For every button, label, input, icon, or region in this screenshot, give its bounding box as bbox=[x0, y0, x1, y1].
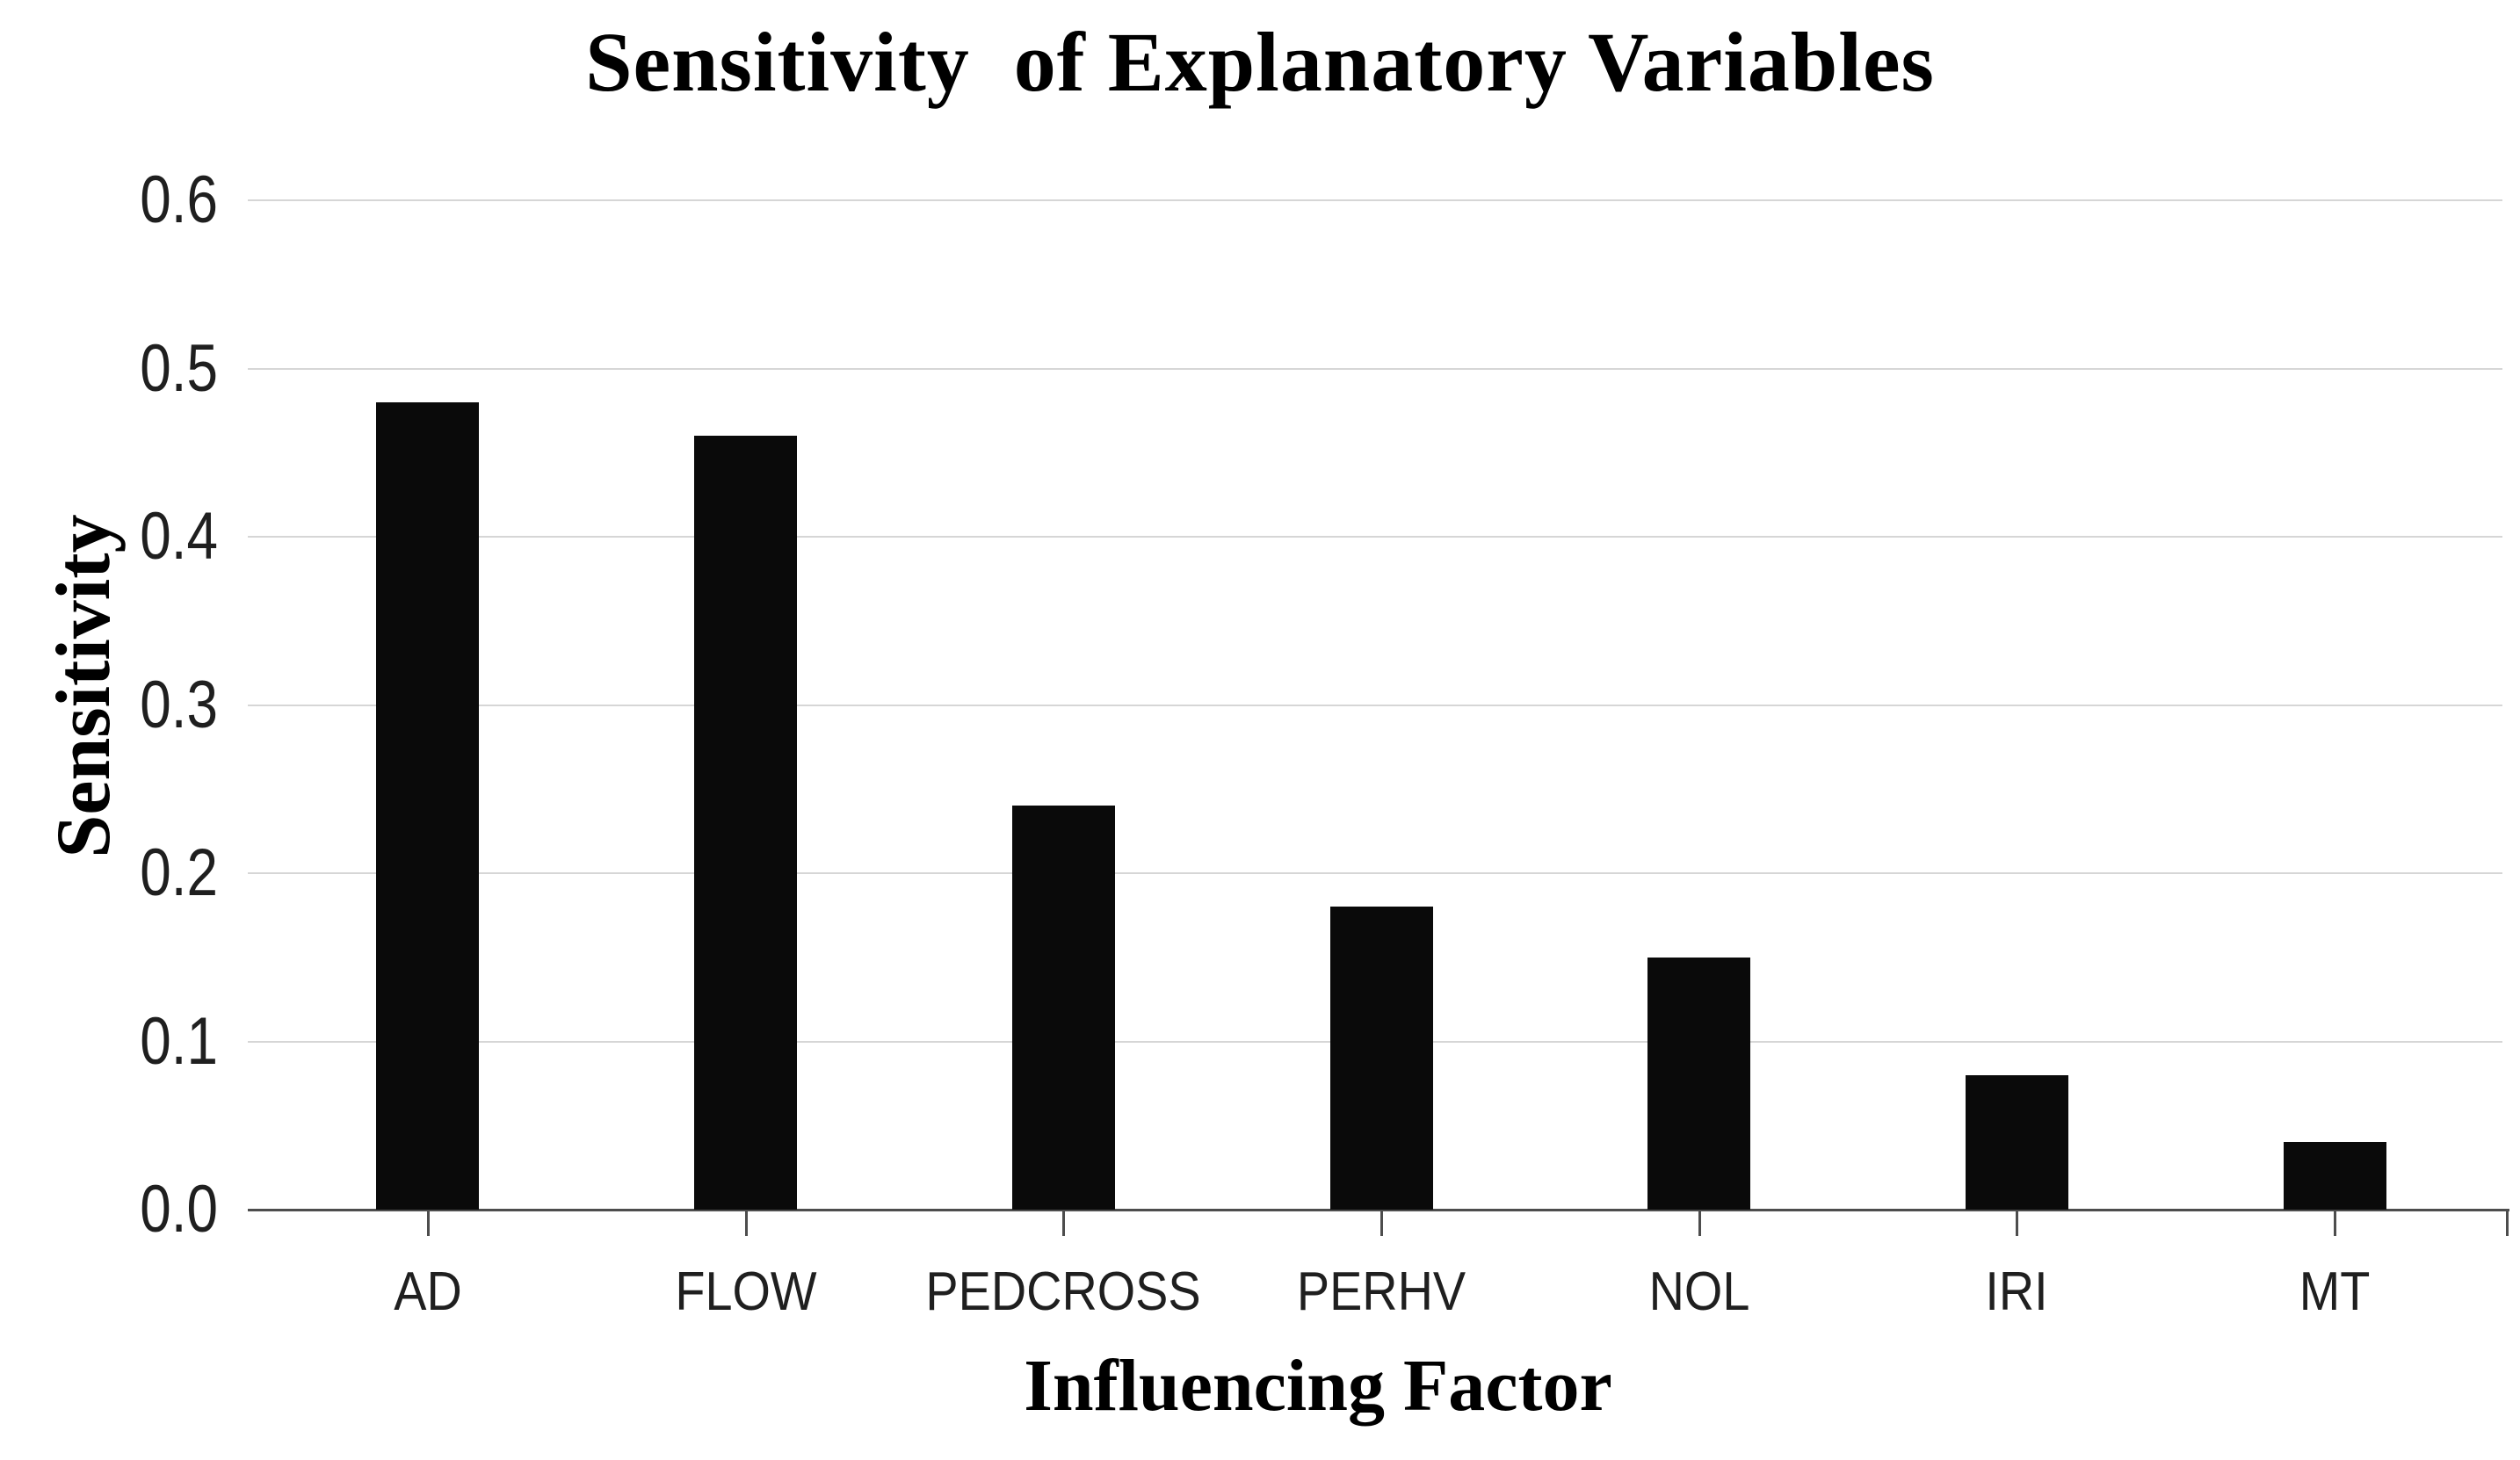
bar-NOL bbox=[1647, 957, 1751, 1210]
y-tick-label-0.3: 0.3 bbox=[140, 667, 218, 742]
x-tick-PERHV bbox=[1380, 1211, 1383, 1236]
x-tick-IRI bbox=[2016, 1211, 2019, 1236]
bar-AD bbox=[376, 401, 480, 1210]
bar-MT bbox=[2283, 1142, 2386, 1210]
x-category-label-FLOW: FLOW bbox=[674, 1261, 817, 1322]
x-category-label-PERHV: PERHV bbox=[1296, 1261, 1466, 1322]
x-axis-title: Influencing Factor bbox=[1024, 1345, 1612, 1427]
x-category-label-PEDCROSS: PEDCROSS bbox=[925, 1261, 1201, 1322]
x-tick-NOL bbox=[1698, 1211, 1701, 1236]
y-tick-label-0.0: 0.0 bbox=[140, 1172, 218, 1247]
y-tick-label-0.5: 0.5 bbox=[140, 330, 218, 406]
y-tick-label-0.4: 0.4 bbox=[140, 499, 218, 574]
x-category-label-AD: AD bbox=[394, 1261, 462, 1322]
x-category-label-IRI: IRI bbox=[1985, 1261, 2049, 1322]
gridline-0.2 bbox=[248, 872, 2502, 874]
gridline-0.6 bbox=[248, 199, 2502, 201]
y-tick-label-0.2: 0.2 bbox=[140, 835, 218, 910]
gridline-0.5 bbox=[248, 367, 2502, 370]
y-tick-label-0.6: 0.6 bbox=[140, 163, 218, 237]
x-tick-MT bbox=[2334, 1211, 2337, 1236]
x-axis-line bbox=[248, 1209, 2509, 1211]
bar-PEDCROSS bbox=[1011, 806, 1115, 1210]
x-category-label-MT: MT bbox=[2299, 1261, 2371, 1322]
x-tick-end bbox=[2506, 1211, 2509, 1236]
bar-PERHV bbox=[1329, 907, 1433, 1210]
bar-FLOW bbox=[694, 436, 798, 1210]
bar-IRI bbox=[1965, 1074, 2068, 1210]
y-tick-label-0.1: 0.1 bbox=[140, 1003, 218, 1079]
x-tick-PEDCROSS bbox=[1062, 1211, 1066, 1236]
x-tick-AD bbox=[426, 1211, 430, 1236]
x-category-label-NOL: NOL bbox=[1648, 1261, 1750, 1322]
x-tick-FLOW bbox=[744, 1211, 748, 1236]
gridline-0.3 bbox=[248, 704, 2502, 706]
chart-title: Sensitivity of Explanatory Variables bbox=[585, 15, 1935, 109]
gridline-0.4 bbox=[248, 536, 2502, 538]
